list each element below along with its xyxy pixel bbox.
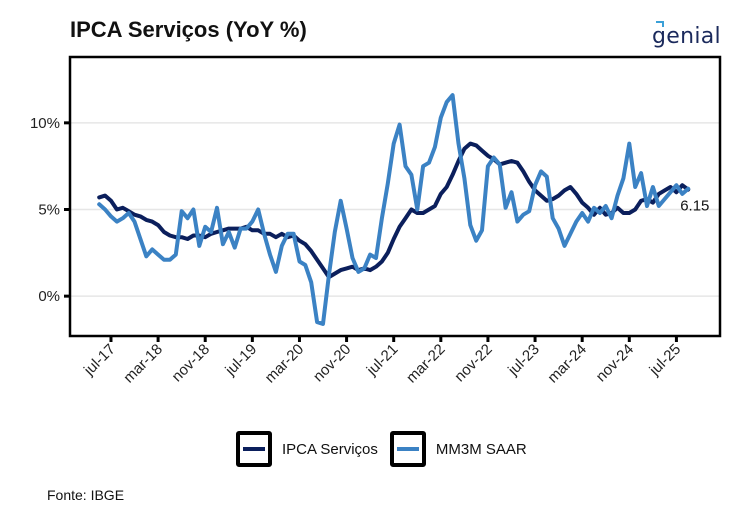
x-tick-label: jul-25 [646,341,685,380]
x-tick-label: nov-20 [310,341,354,385]
source-note: Fonte: IBGE [47,487,125,503]
legend: IPCA Serviços MM3M SAAR [236,431,539,467]
x-tick-label: mar-24 [544,341,590,387]
legend-label: MM3M SAAR [435,440,527,458]
x-tick-label: nov-24 [593,341,637,385]
legend-item-mm3m-saar: MM3M SAAR [389,431,531,467]
last-value-label: 6.15 [680,198,709,215]
x-tick-label: jul-17 [80,341,119,380]
chart-title: IPCA Serviços (YoY %) [70,17,307,42]
y-tick-label: 0% [38,288,60,305]
plot-frame [68,55,722,338]
x-tick-label: mar-18 [120,341,166,387]
x-axis: jul-17 mar-18 nov-18 jul-19 mar-20 nov-20 jul-… [80,336,684,386]
y-axis: 0% 5% 10% [30,115,70,305]
x-tick-label: nov-22 [451,341,495,385]
legend-label: IPCA Serviços [282,440,378,458]
x-tick-label: mar-20 [262,341,308,387]
y-tick-label: 10% [30,115,60,132]
legend-swatch-mm3m-saar [389,431,426,467]
x-tick-label: nov-18 [169,341,213,385]
x-tick-label: jul-23 [504,341,543,380]
series-lines [97,93,691,326]
logo-accent-icon [656,21,664,27]
x-tick-label: jul-19 [221,341,260,380]
genial-logo: genial [652,21,721,49]
legend-swatch-ipca-servicos [236,431,272,467]
legend-item-ipca-servicos: IPCA Serviços [236,431,382,467]
series-line-mm3m-saar [97,93,691,326]
gridlines [70,122,720,297]
logo-text: genial [652,24,721,49]
y-tick-label: 5% [38,201,60,218]
x-tick-label: jul-21 [363,341,402,380]
x-tick-label: mar-22 [403,341,449,387]
